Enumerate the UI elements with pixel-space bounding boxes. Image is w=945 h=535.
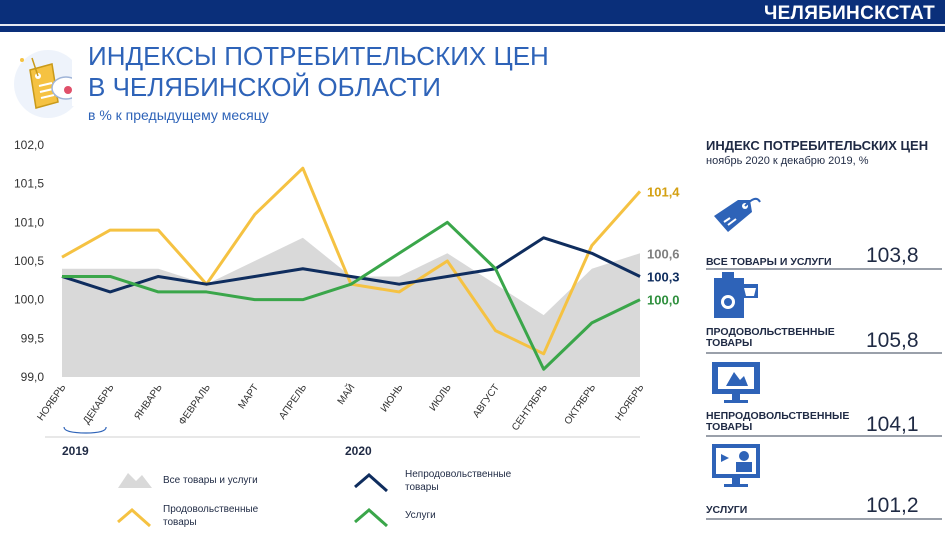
- year-label-2019: 2019: [62, 444, 89, 458]
- legend-label-line: Продовольственные: [163, 504, 259, 515]
- right-panel-title: ИНДЕКС ПОТРЕБИТЕЛЬСКИХ ЦЕН: [706, 138, 929, 153]
- legend-label-line: товары: [163, 517, 197, 528]
- kpi-nonfood-label-text: НЕПРОДОВОЛЬСТВЕННЫЕ ТОВАРЫ: [706, 410, 850, 433]
- x-tick-label: НОЯБРЬ: [613, 382, 646, 423]
- grocery-bag-icon: [714, 272, 758, 318]
- legend-swatch-line: [117, 508, 151, 528]
- title-line-2: В ЧЕЛЯБИНСКОЙ ОБЛАСТИ: [88, 72, 441, 102]
- end-value-label: 100,3: [647, 269, 680, 284]
- year-label-2020: 2020: [345, 444, 372, 458]
- end-value-label: 100,6: [647, 246, 680, 261]
- legend-swatch-line: [354, 473, 388, 493]
- price-tag-icon: [714, 197, 761, 232]
- page-title: ИНДЕКСЫ ПОТРЕБИТЕЛЬСКИХ ЦЕН В ЧЕЛЯБИНСКО…: [88, 41, 568, 103]
- end-value-label: 101,4: [647, 184, 680, 199]
- x-tick-label: ЯНВАРЬ: [132, 382, 165, 422]
- y-tick-label: 100,0: [14, 293, 44, 307]
- y-tick-label: 100,5: [14, 254, 44, 268]
- legend-label-line: Все товары и услуги: [163, 475, 258, 486]
- kpi-food-label-text: ПРОДОВОЛЬСТВЕННЫЕ ТОВАРЫ: [706, 326, 835, 349]
- x-tick-label: ИЮНЬ: [379, 382, 406, 414]
- page-subtitle: в % к предыдущему месяцу: [88, 107, 269, 123]
- x-tick-label: ОКТЯБРЬ: [563, 382, 599, 427]
- legend-label: Услуги: [405, 510, 436, 521]
- kpi-food-label: ПРОДОВОЛЬСТВЕННЫЕ ТОВАРЫ: [706, 327, 846, 349]
- right-panel-subtitle: ноябрь 2020 к декабрю 2019, %: [706, 155, 869, 167]
- legend-label-line: Непродовольственные: [405, 469, 512, 480]
- kpi-divider: [706, 518, 942, 520]
- header-stripe: [0, 24, 945, 26]
- cpi-line-chart: 99,0 99,5 100,0 100,5 101,0 101,5 102,0 НОЯБРЬ Д…: [14, 138, 680, 528]
- x-tick-label: ФЕВРАЛЬ: [177, 382, 213, 427]
- services-monitor-icon: [712, 444, 760, 487]
- x-tick-label: МАЙ: [334, 381, 357, 407]
- kpi-divider: [706, 352, 942, 354]
- y-tick-label: 101,0: [14, 215, 44, 229]
- kpi-all-label: ВСЕ ТОВАРЫ И УСЛУГИ: [706, 256, 832, 268]
- y-tick-label: 99,0: [21, 370, 45, 384]
- legend-label: Продовольственные товары: [163, 504, 259, 528]
- legend-swatch-line: [354, 508, 388, 528]
- kpi-nonfood-label: НЕПРОДОВОЛЬСТВЕННЫЕ ТОВАРЫ: [706, 411, 856, 433]
- legend-label: Все товары и услуги: [163, 475, 258, 486]
- tv-icon: [712, 362, 760, 403]
- brand-name: ЧЕЛЯБИНСКСТАТ: [763, 3, 935, 24]
- kpi-divider: [706, 435, 942, 437]
- header-bar: [0, 0, 945, 32]
- kpi-food-value: 105,8: [866, 329, 919, 352]
- label-layer: 100,6 101,4 100,3 100,0: [647, 184, 680, 307]
- kpi-divider: [706, 268, 942, 270]
- legend-layer: Все товары и услуги Непродовольственные то…: [117, 469, 512, 528]
- title-line-1: ИНДЕКСЫ ПОТРЕБИТЕЛЬСКИХ ЦЕН: [88, 41, 549, 71]
- x-tick-label: НОЯБРЬ: [35, 382, 68, 423]
- kpi-services-label: УСЛУГИ: [706, 504, 748, 516]
- title-box: [72, 36, 564, 106]
- x-tick-label: ДЕКАБРЬ: [81, 382, 116, 426]
- x-tick-label: СЕНТЯБРЬ: [510, 382, 550, 433]
- legend-label-line: товары: [405, 482, 439, 493]
- x-tick-label: МАРТ: [236, 382, 261, 411]
- kpi-all-value: 103,8: [866, 244, 919, 267]
- area-series-all-goods: [62, 237, 640, 377]
- end-value-label: 100,0: [647, 293, 680, 308]
- x-tick-label: ИЮЛЬ: [428, 382, 454, 413]
- line-layer: [61, 166, 642, 371]
- year-bracket: [63, 426, 107, 434]
- area-layer: [62, 237, 640, 377]
- x-tick-label: АВГУСТ: [471, 382, 502, 420]
- legend-swatch-area: [118, 473, 152, 488]
- y-tick-label: 102,0: [14, 138, 44, 152]
- legend-label: Непродовольственные товары: [405, 469, 512, 493]
- y-tick-label: 101,5: [14, 177, 44, 191]
- kpi-services-value: 101,2: [866, 494, 919, 517]
- legend-label-line: Услуги: [405, 510, 436, 521]
- kpi-nonfood-value: 104,1: [866, 413, 919, 436]
- x-tick-label: АПРЕЛЬ: [277, 382, 309, 422]
- y-tick-label: 99,5: [21, 331, 45, 345]
